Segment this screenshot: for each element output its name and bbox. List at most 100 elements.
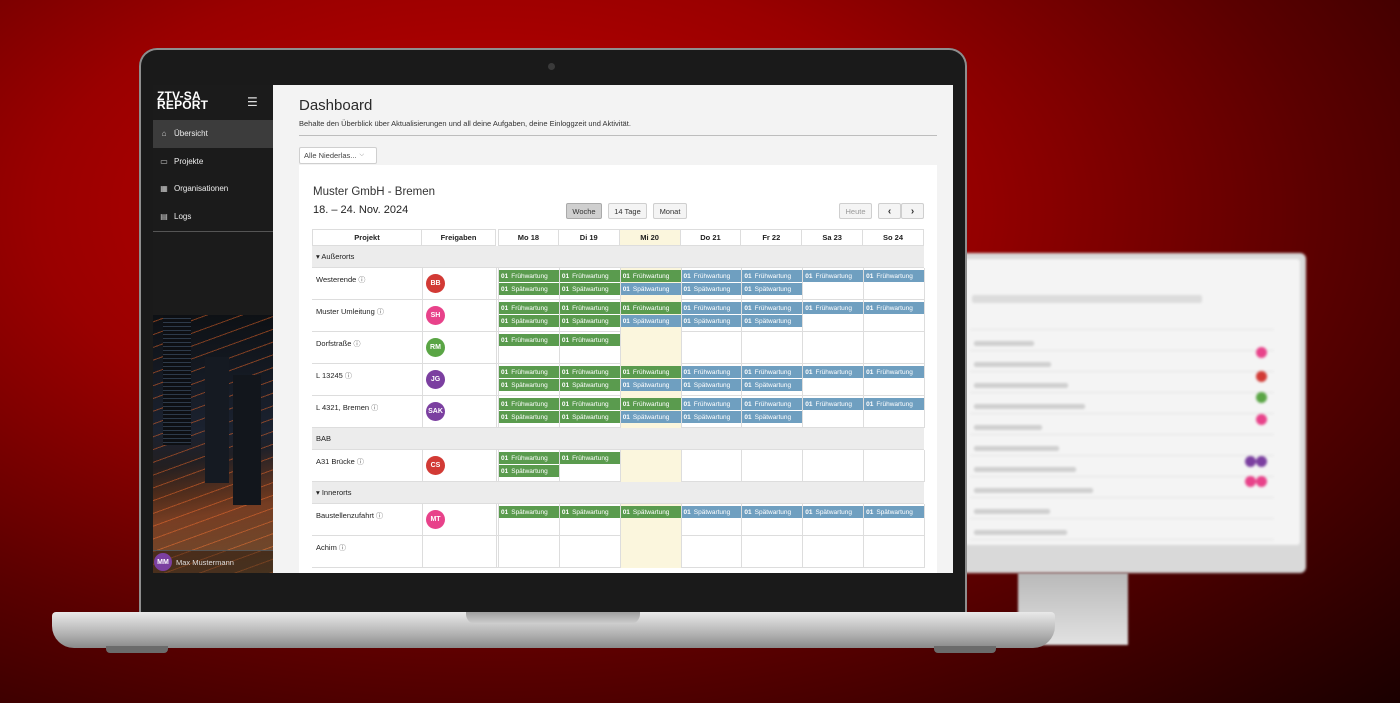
shift-event[interactable]: 01 Spätwartung [559,379,620,391]
project-name[interactable]: Baustellenzufahrt ⓘ [316,511,383,521]
shift-event[interactable]: 01 Frühwartung [620,302,681,314]
shift-event[interactable]: 01 Frühwartung [742,366,803,378]
approval-avatar[interactable]: MT [426,510,445,529]
shift-event[interactable]: 01 Frühwartung [681,366,742,378]
info-icon[interactable]: ⓘ [371,405,379,412]
shift-event[interactable]: 01 Frühwartung [499,398,559,410]
group-row[interactable]: BAB [312,428,924,450]
shift-event[interactable]: 01 Frühwartung [742,398,803,410]
shift-event[interactable]: 01 Frühwartung [499,270,559,282]
day-header[interactable]: Mi 20 [619,229,681,246]
shift-event[interactable]: 01 Spätwartung [864,506,924,518]
chevron-left-icon[interactable]: ‹ [878,203,901,219]
day-header[interactable]: Sa 23 [802,229,864,246]
shift-event[interactable]: 01 Spätwartung [681,315,742,327]
view-month-button[interactable]: Monat [653,203,687,219]
shift-event[interactable]: 01 Spätwartung [559,283,620,295]
info-icon[interactable]: ⓘ [358,277,366,284]
shift-event[interactable]: 01 Frühwartung [499,334,559,346]
day-header[interactable]: So 24 [863,229,924,246]
shift-event[interactable]: 01 Frühwartung [681,270,742,282]
shift-event[interactable]: 01 Frühwartung [864,398,924,410]
day-header[interactable]: Do 21 [680,229,742,246]
shift-event[interactable]: 01 Spätwartung [742,506,803,518]
sidebar-item-uebersicht[interactable]: ⌂ Übersicht [153,120,273,148]
shift-event[interactable]: 01 Frühwartung [864,270,924,282]
shift-event[interactable]: 01 Spätwartung [499,506,559,518]
shift-event[interactable]: 01 Frühwartung [559,398,620,410]
shift-event[interactable]: 01 Spätwartung [681,379,742,391]
shift-event[interactable]: 01 Frühwartung [803,398,864,410]
approval-avatar[interactable]: CS [426,456,445,475]
info-icon[interactable]: ⓘ [338,545,346,552]
project-name[interactable]: A31 Brücke ⓘ [316,457,364,467]
info-icon[interactable]: ⓘ [344,373,352,380]
shift-event[interactable]: 01 Spätwartung [742,315,803,327]
shift-event[interactable]: 01 Spätwartung [742,411,803,423]
shift-event[interactable]: 01 Frühwartung [620,366,681,378]
info-icon[interactable]: ⓘ [376,309,384,316]
shift-event[interactable]: 01 Spätwartung [499,411,559,423]
shift-event[interactable]: 01 Frühwartung [559,302,620,314]
shift-event[interactable]: 01 Spätwartung [742,283,803,295]
shift-event[interactable]: 01 Frühwartung [499,302,559,314]
info-icon[interactable]: ⓘ [353,341,361,348]
shift-event[interactable]: 01 Frühwartung [803,302,864,314]
sidebar-item-projekte[interactable]: ▭ Projekte [153,148,273,176]
hamburger-icon[interactable]: ☰ [247,95,258,109]
project-name[interactable]: Westerende ⓘ [316,275,365,285]
shift-event[interactable]: 01 Spätwartung [620,506,681,518]
shift-event[interactable]: 01 Spätwartung [620,283,681,295]
shift-event[interactable]: 01 Spätwartung [681,411,742,423]
project-name[interactable]: Muster Umleitung ⓘ [316,307,384,317]
shift-event[interactable]: 01 Spätwartung [681,283,742,295]
shift-event[interactable]: 01 Frühwartung [559,270,620,282]
shift-event[interactable]: 01 Spätwartung [499,465,559,477]
shift-event[interactable]: 01 Frühwartung [559,334,620,346]
shift-event[interactable]: 01 Frühwartung [620,270,681,282]
view-14-days-button[interactable]: 14 Tage [608,203,647,219]
approval-avatar[interactable]: SAK [426,402,445,421]
shift-event[interactable]: 01 Frühwartung [681,302,742,314]
branch-filter-select[interactable]: Alle Niederlas... ⌵ [299,147,377,164]
shift-event[interactable]: 01 Frühwartung [742,270,803,282]
chevron-right-icon[interactable]: › [901,203,924,219]
info-icon[interactable]: ⓘ [376,513,384,520]
shift-event[interactable]: 01 Frühwartung [559,452,620,464]
shift-event[interactable]: 01 Spätwartung [620,379,681,391]
app-logo[interactable]: ZTV-SA REPORT [157,90,208,112]
shift-event[interactable]: 01 Spätwartung [499,315,559,327]
shift-event[interactable]: 01 Frühwartung [742,302,803,314]
shift-event[interactable]: 01 Spätwartung [499,379,559,391]
view-week-button[interactable]: Woche [566,203,602,219]
shift-event[interactable]: 01 Frühwartung [864,366,924,378]
info-icon[interactable]: ⓘ [356,459,364,466]
approval-avatar[interactable]: JG [426,370,445,389]
group-row[interactable]: ▾ Innerorts [312,482,924,504]
shift-event[interactable]: 01 Frühwartung [499,366,559,378]
project-name[interactable]: Dorfstraße ⓘ [316,339,361,349]
shift-event[interactable]: 01 Spätwartung [742,379,803,391]
shift-event[interactable]: 01 Spätwartung [499,283,559,295]
sidebar-item-organisationen[interactable]: ▦ Organisationen [153,175,273,203]
approval-avatar[interactable]: SH [426,306,445,325]
shift-event[interactable]: 01 Frühwartung [499,452,559,464]
today-button[interactable]: Heute [839,203,872,219]
user-profile[interactable]: MM Max Mustermann [153,550,273,573]
shift-event[interactable]: 01 Frühwartung [620,398,681,410]
project-name[interactable]: L 13245 ⓘ [316,371,352,381]
shift-event[interactable]: 01 Frühwartung [559,366,620,378]
approval-avatar[interactable]: BB [426,274,445,293]
shift-event[interactable]: 01 Spätwartung [681,506,742,518]
shift-event[interactable]: 01 Spätwartung [559,506,620,518]
shift-event[interactable]: 01 Spätwartung [559,315,620,327]
project-name[interactable]: Achim ⓘ [316,543,346,553]
project-name[interactable]: L 4321, Bremen ⓘ [316,403,378,413]
shift-event[interactable]: 01 Spätwartung [620,411,681,423]
shift-event[interactable]: 01 Frühwartung [681,398,742,410]
shift-event[interactable]: 01 Spätwartung [620,315,681,327]
shift-event[interactable]: 01 Frühwartung [803,366,864,378]
day-header[interactable]: Mo 18 [498,229,559,246]
group-row[interactable]: ▾ Außerorts [312,246,924,268]
approval-avatar[interactable]: RM [426,338,445,357]
